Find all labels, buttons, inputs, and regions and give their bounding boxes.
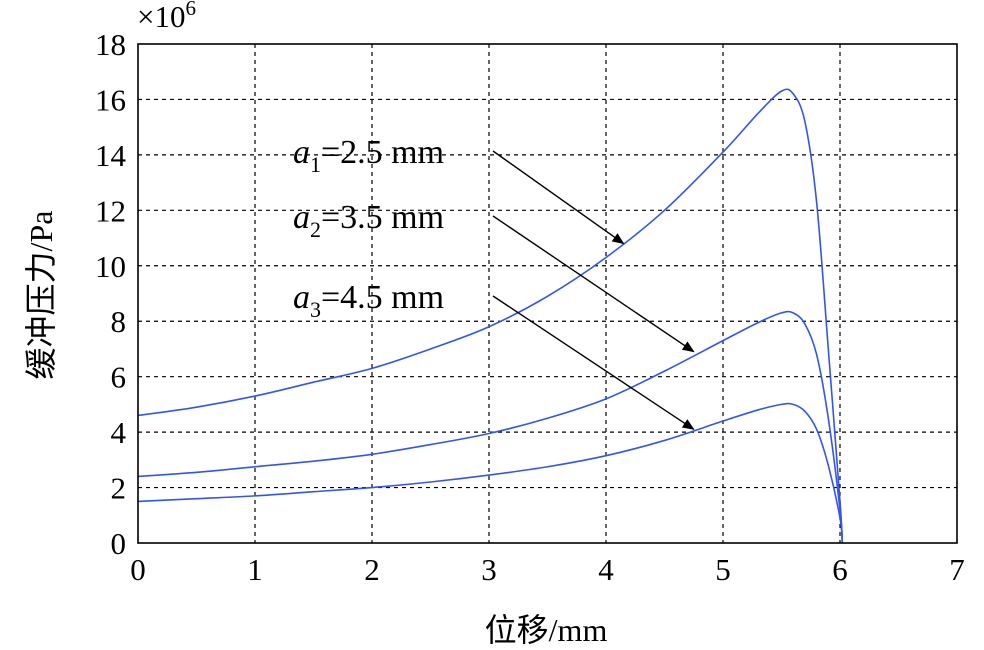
y-tick-label: 6 xyxy=(111,360,127,395)
annotation-var: a xyxy=(293,199,310,236)
y-tick-label: 4 xyxy=(111,415,127,450)
y-tick-label: 12 xyxy=(95,193,126,228)
annotation-var: a xyxy=(293,279,310,316)
x-tick-label: 2 xyxy=(364,552,380,587)
y-tick-label: 2 xyxy=(111,471,127,506)
annotation-label-1: a1=2.5 mm xyxy=(293,134,444,177)
series-group xyxy=(137,88,844,544)
y-tick-label: 14 xyxy=(95,138,127,173)
y-tick-label: 16 xyxy=(95,82,126,117)
y-tick-label: 10 xyxy=(95,249,126,284)
x-axis-label: 位移/mm xyxy=(485,612,608,648)
y-tick-label: 8 xyxy=(111,304,127,339)
y-axis-label: 缓冲压力/Pa xyxy=(23,211,59,380)
x-tick-label: 7 xyxy=(949,552,965,587)
x-tick-label: 5 xyxy=(715,552,731,587)
x-tick-label: 6 xyxy=(832,552,848,587)
series-line-1 xyxy=(137,88,844,544)
annotation-sub: 3 xyxy=(310,297,321,322)
annotation-label-3: a3=4.5 mm xyxy=(293,279,444,322)
y-tick-label: 0 xyxy=(111,526,127,561)
series-line-3 xyxy=(137,402,844,544)
annotation-sub: 1 xyxy=(310,152,321,177)
y-multiplier: ×106 xyxy=(137,0,196,34)
x-tick-label: 3 xyxy=(481,552,497,587)
x-tick-label: 1 xyxy=(247,552,263,587)
annotation-value: =3.5 mm xyxy=(321,199,444,236)
x-tick-label: 0 xyxy=(130,552,146,587)
series-line-2 xyxy=(137,310,844,544)
x-tick-label: 4 xyxy=(598,552,614,587)
grid xyxy=(138,44,957,543)
annotation-arrow-3 xyxy=(492,295,695,430)
annotation-value: =2.5 mm xyxy=(321,134,444,171)
annotation-arrow-1 xyxy=(492,150,625,245)
x-tick-labels: 0 1 2 3 4 5 6 7 xyxy=(130,552,965,587)
annotation-value: =4.5 mm xyxy=(321,279,444,316)
y-multiplier-base: ×10 xyxy=(137,0,185,34)
plot-frame xyxy=(137,43,958,544)
y-multiplier-exp: 6 xyxy=(185,0,196,20)
y-tick-label: 18 xyxy=(95,27,126,62)
annotation-arrow-2 xyxy=(492,215,695,353)
y-tick-labels: 0 2 4 6 8 10 12 14 16 18 xyxy=(95,27,127,561)
annotation-sub: 2 xyxy=(310,217,321,242)
annotation-label-2: a2=3.5 mm xyxy=(293,199,444,242)
annotation-var: a xyxy=(293,134,310,171)
